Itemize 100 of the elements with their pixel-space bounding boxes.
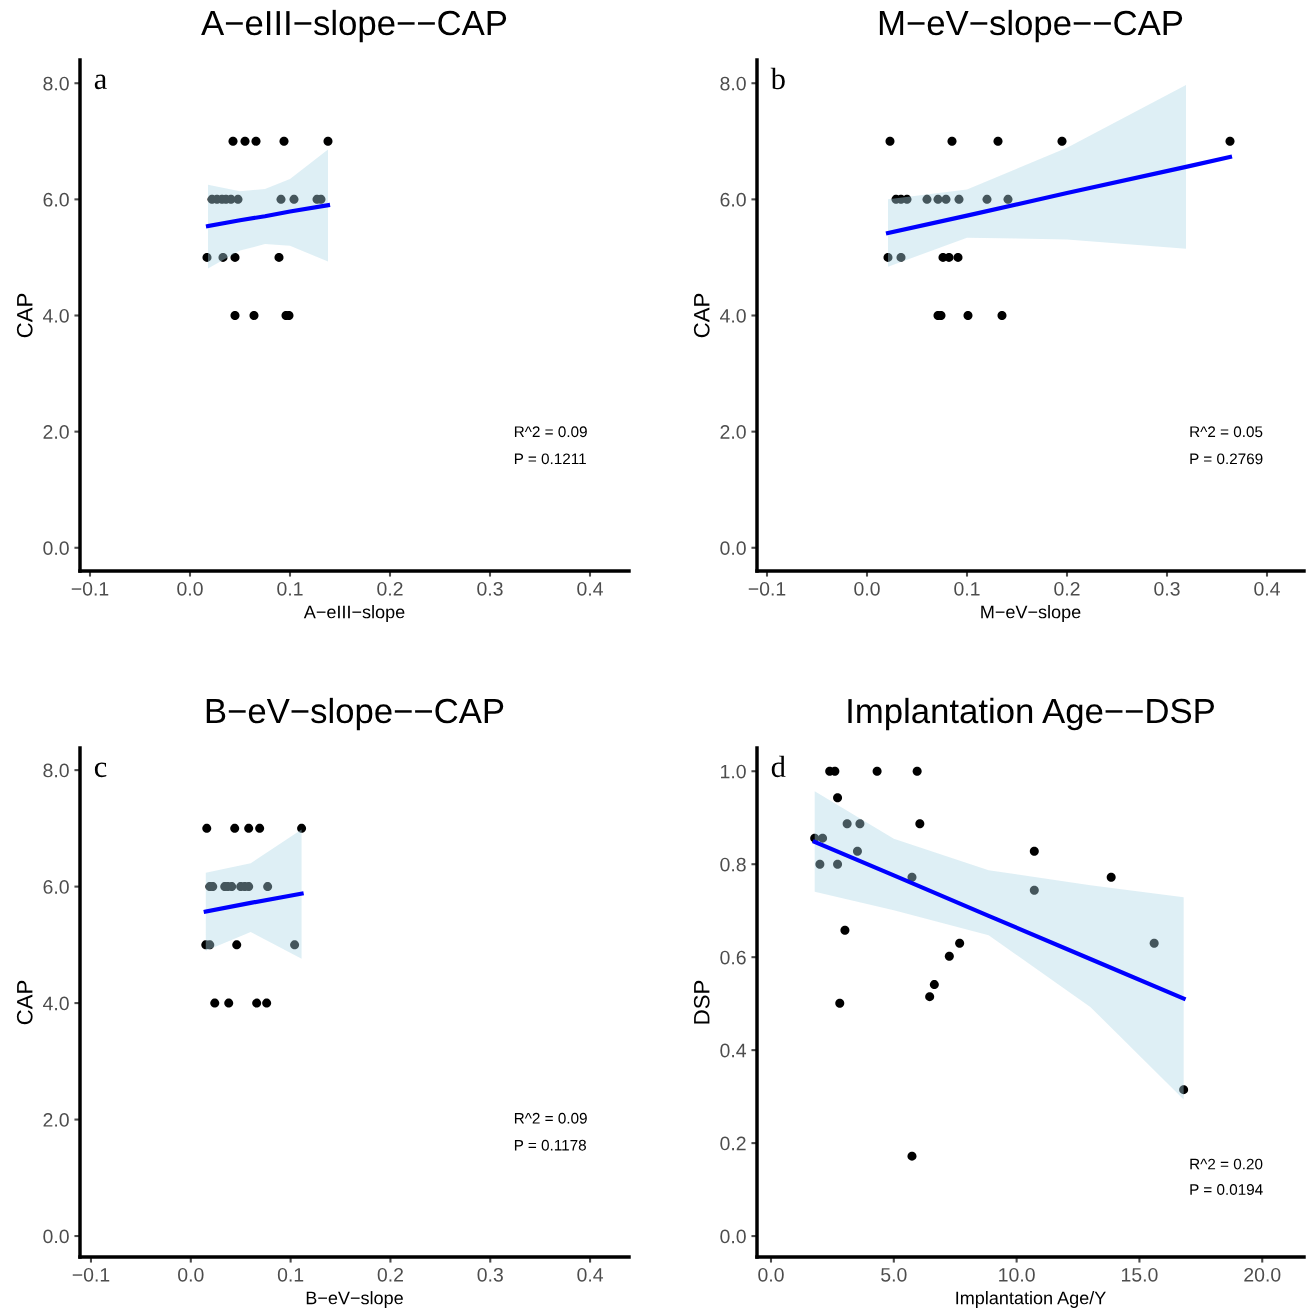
- point: [218, 252, 228, 262]
- x-tick-label: 0.0: [178, 1267, 204, 1282]
- point: [230, 823, 240, 833]
- annotation: P = 0.2769: [1190, 453, 1263, 465]
- annotation: R^2 = 0.05: [1190, 426, 1263, 438]
- x-tick-label: 0.1: [277, 1267, 304, 1282]
- chart-title: Implantation Age−−DSP: [848, 697, 1214, 731]
- point: [941, 194, 951, 204]
- point: [240, 136, 250, 146]
- point: [290, 940, 300, 950]
- point: [249, 311, 259, 320]
- y-tick-label: 8.0: [43, 763, 69, 778]
- point: [289, 194, 299, 204]
- chart-title: B−eV−slope−−CAP: [206, 697, 504, 731]
- point: [276, 194, 286, 204]
- y-tick-label: 8.0: [720, 76, 746, 91]
- annotation: c: [94, 762, 107, 778]
- point: [1057, 136, 1067, 146]
- x-tick-label: 0.1: [277, 581, 303, 596]
- y-tick-label: 1.0: [721, 764, 746, 779]
- point: [833, 859, 843, 869]
- y-tick-label: 2.0: [43, 1113, 69, 1127]
- point: [323, 136, 333, 146]
- point: [818, 833, 828, 843]
- line-series: [885, 154, 1233, 236]
- point: [297, 823, 307, 833]
- annotation: P = 0.1178: [514, 1139, 586, 1151]
- x-tick-label: 15.0: [1122, 1267, 1158, 1282]
- y-tick-label: 4.0: [43, 996, 69, 1011]
- point: [274, 252, 284, 262]
- point: [210, 998, 220, 1008]
- y-tick-label: 0.0: [43, 1229, 69, 1244]
- point: [944, 252, 954, 262]
- point: [202, 823, 212, 833]
- chart-title: A−eIII−slope−−CAP: [201, 9, 507, 43]
- x-axis-title: Implantation Age/Y: [956, 1291, 1106, 1308]
- point: [907, 1151, 917, 1161]
- y-tick-label: 0.4: [720, 1043, 747, 1058]
- x-tick-label: 0.2: [377, 1267, 403, 1282]
- x-tick-label: 0.1: [954, 581, 980, 596]
- point: [852, 846, 862, 856]
- x-tick-label: 0.0: [177, 581, 203, 596]
- y-tick-label: 0.0: [720, 1229, 746, 1244]
- point: [872, 766, 882, 776]
- point: [228, 136, 238, 146]
- point: [232, 940, 242, 950]
- point: [933, 194, 943, 204]
- point: [815, 859, 825, 869]
- point: [885, 136, 895, 146]
- annotation: R^2 = 0.20: [1190, 1158, 1263, 1170]
- point: [1225, 136, 1235, 146]
- point: [1029, 885, 1039, 895]
- point: [842, 819, 852, 829]
- x-tick-label: 0.4: [1254, 581, 1280, 596]
- y-axis-title: CAP: [693, 293, 710, 338]
- point: [955, 938, 965, 948]
- point: [883, 252, 893, 262]
- x-tick-label: 5.0: [881, 1267, 907, 1282]
- point: [262, 998, 272, 1008]
- point: [833, 793, 843, 803]
- y-tick-label: 6.0: [720, 192, 746, 207]
- y-tick-label: 0.8: [720, 857, 746, 872]
- point: [896, 252, 906, 262]
- point: [954, 194, 964, 204]
- point: [1106, 872, 1116, 882]
- y-tick-label: 2.0: [720, 425, 746, 439]
- y-axis-title: DSP: [693, 980, 710, 1024]
- x-tick-label: 0.3: [1154, 581, 1180, 596]
- x-tick-label: −0.1: [748, 581, 786, 596]
- point: [252, 998, 262, 1008]
- point: [963, 311, 973, 320]
- point: [982, 194, 992, 204]
- point: [233, 194, 243, 204]
- x-tick-label: 10.0: [999, 1267, 1035, 1282]
- y-tick-label: 4.0: [720, 308, 746, 323]
- point: [224, 998, 234, 1008]
- point: [925, 992, 935, 1002]
- point: [944, 951, 954, 961]
- point: [244, 823, 254, 833]
- x-tick-label: 0.2: [377, 581, 403, 596]
- point: [251, 136, 261, 146]
- point: [855, 819, 865, 829]
- point: [929, 980, 939, 990]
- x-tick-label: 0.3: [477, 1267, 503, 1282]
- y-axis-title: CAP: [16, 293, 33, 338]
- x-tick-label: 0.0: [854, 581, 880, 596]
- point: [997, 311, 1007, 320]
- point: [1179, 1085, 1189, 1095]
- x-tick-label: 0.2: [1054, 581, 1080, 596]
- y-tick-label: 0.6: [720, 950, 746, 965]
- point: [202, 252, 212, 262]
- point: [230, 311, 240, 320]
- y-tick-label: 0.0: [43, 541, 69, 556]
- point: [1003, 194, 1013, 204]
- annotation: R^2 = 0.09: [514, 426, 587, 438]
- point: [912, 766, 922, 776]
- y-tick-label: 6.0: [43, 880, 69, 894]
- point: [947, 136, 957, 146]
- point: [840, 925, 850, 935]
- y-tick-label: 0.2: [720, 1136, 746, 1151]
